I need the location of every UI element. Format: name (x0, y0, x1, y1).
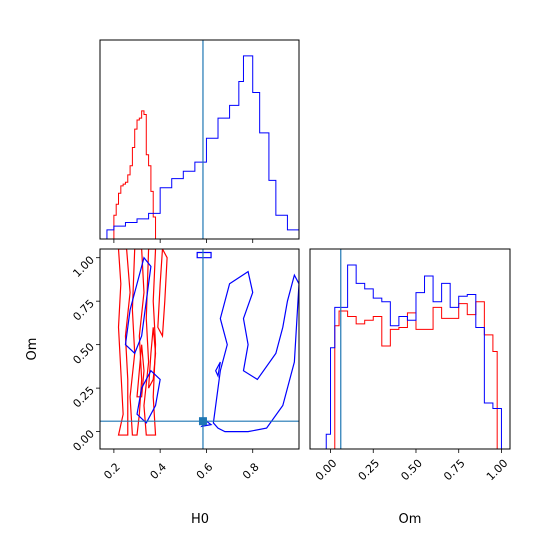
x-axis-label-om: Om (399, 512, 422, 527)
contour-series-b-4 (196, 251, 212, 259)
om-hist-series-b (313, 264, 510, 450)
h0-hist-series-b (100, 55, 300, 240)
joint-x-tick-label: 0.2 (101, 460, 123, 482)
joint-y-tick-label: 1.00 (70, 253, 97, 280)
om-histogram-frame (309, 248, 511, 450)
om-hist-series-a (321, 301, 510, 450)
joint-contour-plot (100, 249, 299, 449)
h0-hist-series-a (113, 110, 158, 240)
joint-contours (117, 249, 299, 436)
om-x-tick-label: 0.50 (398, 457, 425, 484)
om-x-tick-label: 1.00 (484, 457, 511, 484)
y-axis-label-om: Om (25, 338, 40, 361)
joint-x-tick-label: 0.4 (148, 460, 170, 482)
contour-series-a-0 (117, 249, 131, 436)
x-axis-label-h0: H0 (191, 512, 209, 527)
contour-series-a-1 (129, 249, 145, 436)
h0-histogram-frame (99, 39, 300, 240)
h0-histogram-panel (99, 39, 300, 243)
joint-y-tick-label: 0.25 (70, 384, 97, 411)
joint-x-ticks: 0.2 0.4 0.6 0.8 (101, 449, 262, 482)
joint-y-tick-label: 0.50 (70, 340, 97, 367)
joint-y-ticks: 0.00 0.25 0.50 0.75 1.00 (70, 253, 100, 454)
om-histogram-plot (313, 249, 510, 450)
contour-series-b-0 (212, 270, 299, 433)
contour-series-b-2 (136, 369, 161, 424)
contour-series-a-3 (157, 249, 168, 339)
om-x-tick-label: 0.25 (356, 457, 383, 484)
joint-truth-marker (198, 417, 207, 426)
contour-series-b-5 (215, 361, 221, 379)
joint-x-tick-label: 0.6 (194, 460, 216, 482)
om-x-tick-label: 0.75 (441, 457, 468, 484)
joint-y-tick-label: 0.00 (70, 427, 97, 454)
contour-series-b-1 (124, 256, 152, 355)
joint-panel: 0.2 0.4 0.6 0.8 0.00 0.25 0.50 0.75 1.00 H0 Om (25, 248, 300, 527)
contour-series-a-4 (136, 344, 145, 398)
joint-frame (99, 248, 300, 450)
contour-series-a-5 (147, 327, 157, 389)
joint-x-tick-label: 0.8 (240, 460, 262, 482)
joint-y-tick-label: 0.75 (70, 297, 97, 324)
om-histogram-panel: 0.00 0.25 0.50 0.75 1.00 Om (309, 248, 511, 527)
om-x-ticks: 0.00 0.25 0.50 0.75 1.00 (313, 449, 510, 483)
h0-histogram-plot (100, 40, 300, 243)
om-x-tick-label: 0.00 (313, 457, 340, 484)
